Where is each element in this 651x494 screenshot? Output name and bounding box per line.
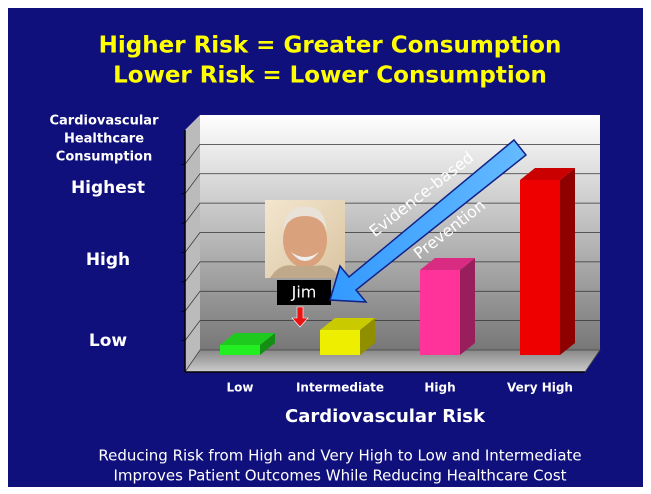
footer-line: Reducing Risk from High and Very High to… (98, 447, 581, 465)
bar-front (220, 345, 260, 355)
x-tick-label: Intermediate (296, 381, 384, 395)
bar-side (560, 168, 575, 355)
photo (265, 200, 345, 278)
bar-front (520, 180, 560, 355)
x-tick-label: Low (227, 381, 254, 395)
title-line: Lower Risk = Lower Consumption (113, 63, 547, 89)
bar-side (460, 258, 475, 355)
bar (520, 168, 575, 355)
y-axis-title: Cardiovascular (49, 114, 159, 129)
bar-front (420, 270, 460, 355)
y-tick-label: Low (89, 331, 128, 351)
bar (320, 318, 375, 355)
y-axis-title: Consumption (56, 150, 152, 165)
x-tick-label: Very High (507, 381, 573, 395)
bar (420, 258, 475, 355)
y-axis-title: Healthcare (64, 132, 144, 147)
x-axis-title: Cardiovascular Risk (285, 406, 486, 427)
footer-line: Improves Patient Outcomes While Reducing… (113, 467, 566, 485)
y-tick-label: Highest (71, 178, 145, 198)
bar-front (320, 330, 360, 355)
x-tick-label: High (424, 381, 455, 395)
side-wall (185, 115, 200, 372)
person-label: Jim (291, 283, 317, 302)
y-tick-label: High (86, 250, 130, 270)
title-line: Higher Risk = Greater Consumption (99, 33, 562, 59)
slide: Higher Risk = Greater Consumption Lower … (0, 0, 651, 494)
